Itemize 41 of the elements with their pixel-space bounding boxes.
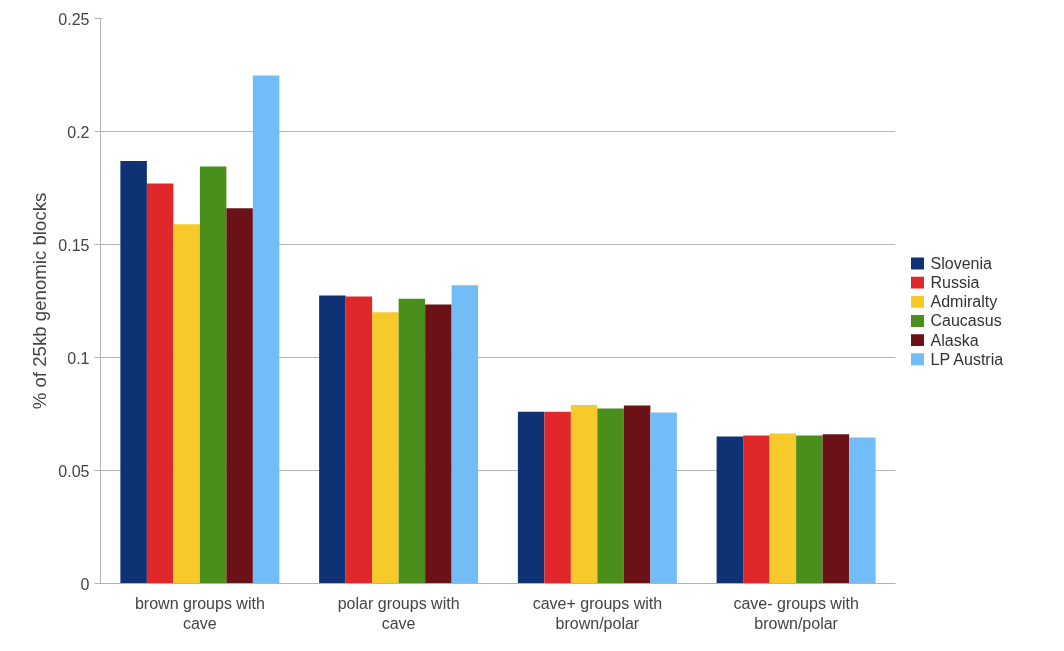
y-tick-label: 0.15 [58, 236, 90, 254]
bar [173, 224, 200, 584]
x-tick-label: polar groups with cave [337, 594, 460, 632]
x-tick-label: brown groups with cave [134, 594, 265, 632]
y-tick-label: 0.05 [58, 462, 90, 480]
bar [319, 295, 346, 584]
legend-label: Caucasus [930, 312, 1002, 330]
bar [120, 160, 147, 584]
bar [544, 411, 571, 584]
legend-label: LP Austria [930, 350, 1004, 368]
x-tick-label: cave- groups with brown/polar [733, 594, 859, 632]
bar [650, 412, 677, 584]
x-tick-label: cave+ groups with brown/polar [532, 594, 663, 632]
bar [146, 183, 174, 584]
bar [372, 312, 399, 584]
bar [716, 436, 744, 584]
bar [226, 208, 253, 584]
bar [623, 405, 651, 584]
bar [517, 411, 545, 584]
bar [252, 75, 280, 584]
legend-label: Admiralty [930, 293, 998, 311]
bar [769, 433, 797, 584]
bar [743, 435, 770, 584]
bar [199, 166, 227, 584]
bar [570, 404, 598, 584]
bar [597, 408, 624, 584]
bar [796, 435, 823, 584]
legend-label: Alaska [930, 331, 979, 349]
y-tick-label: 0.25 [58, 10, 90, 28]
bar [345, 296, 373, 584]
bar [822, 434, 850, 584]
y-tick-label: 0.1 [67, 349, 90, 367]
bar [398, 298, 426, 584]
y-tick-label: 0 [80, 575, 90, 593]
bar [425, 304, 452, 584]
legend-label: Slovenia [930, 254, 992, 272]
bar [451, 285, 479, 584]
y-tick-label: 0.2 [67, 123, 90, 141]
legend-label: Russia [930, 274, 980, 292]
bar [849, 437, 876, 584]
y-axis-title: % of 25kb genomic blocks [29, 192, 51, 410]
